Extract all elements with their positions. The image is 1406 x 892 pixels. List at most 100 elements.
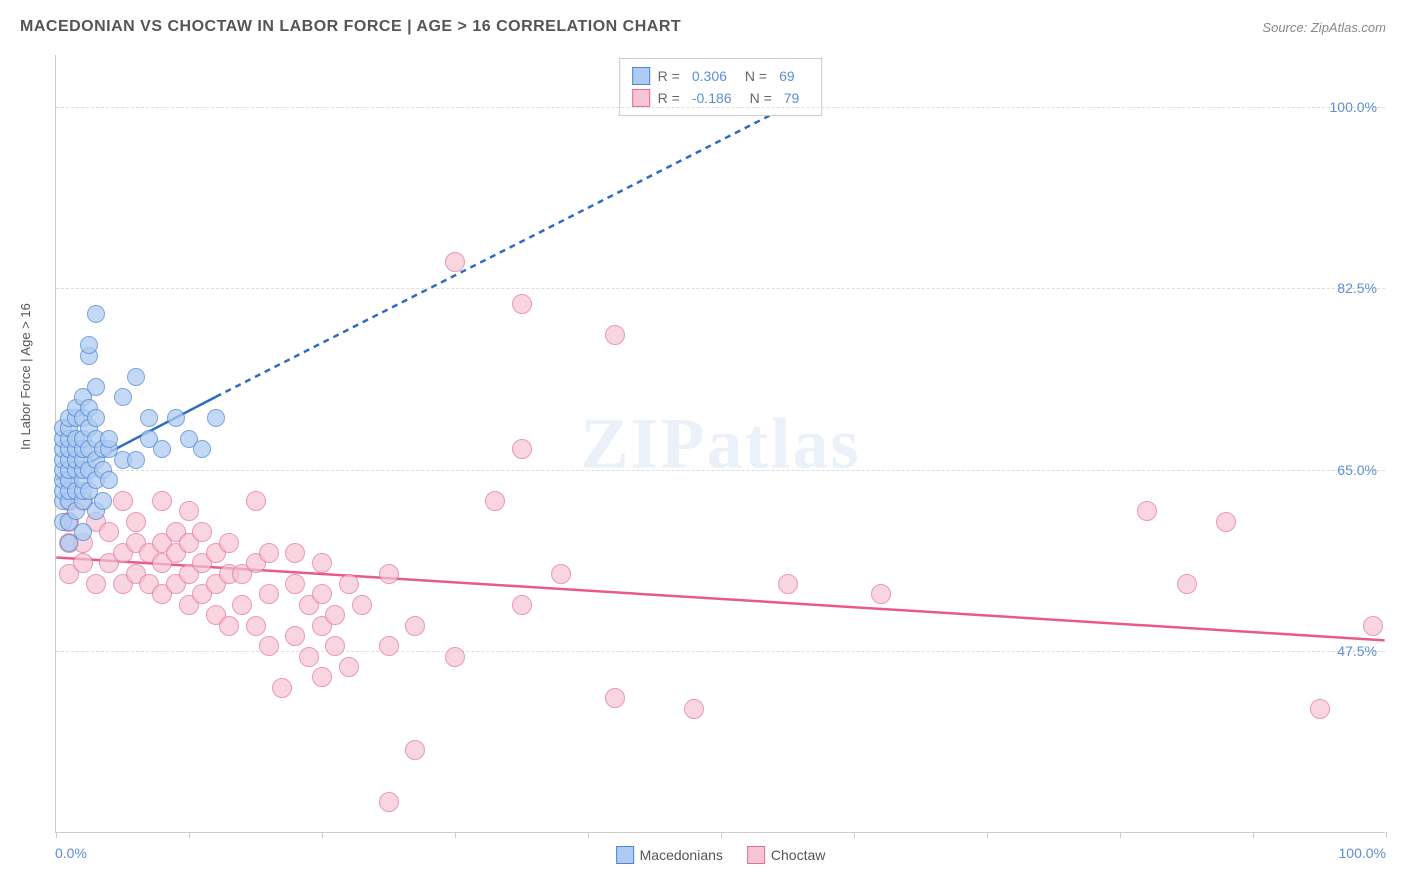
choctaw-point (259, 584, 279, 604)
choctaw-point (285, 626, 305, 646)
choctaw-point (512, 595, 532, 615)
choctaw-point (272, 678, 292, 698)
source-attribution: Source: ZipAtlas.com (1262, 20, 1386, 35)
gridline (56, 470, 1385, 471)
choctaw-point (259, 543, 279, 563)
y-tick-label: 47.5% (1337, 643, 1377, 659)
choctaw-point (1137, 501, 1157, 521)
choctaw-point (299, 647, 319, 667)
choctaw-point (512, 294, 532, 314)
x-tick-mark (1253, 832, 1254, 838)
choctaw-point (312, 584, 332, 604)
choctaw-point (113, 491, 133, 511)
macedonians-point (127, 451, 145, 469)
choctaw-point (379, 564, 399, 584)
series-legend-item: Choctaw (747, 846, 825, 864)
choctaw-point (232, 595, 252, 615)
series-legend-item: Macedonians (616, 846, 723, 864)
trend-line (216, 107, 787, 397)
choctaw-point (339, 574, 359, 594)
x-tick-mark (721, 832, 722, 838)
x-tick-mark (56, 832, 57, 838)
choctaw-point (179, 501, 199, 521)
series-legend: Macedonians Choctaw (616, 846, 826, 864)
choctaw-point (445, 647, 465, 667)
choctaw-point (312, 667, 332, 687)
choctaw-point (1310, 699, 1330, 719)
choctaw-point (445, 252, 465, 272)
gridline (56, 651, 1385, 652)
series-legend-label: Macedonians (640, 847, 723, 863)
legend-swatch-icon (616, 846, 634, 864)
choctaw-point (312, 553, 332, 573)
macedonians-point (127, 368, 145, 386)
macedonians-point (167, 409, 185, 427)
macedonians-point (153, 440, 171, 458)
y-tick-label: 82.5% (1337, 280, 1377, 296)
choctaw-point (126, 512, 146, 532)
choctaw-point (379, 636, 399, 656)
choctaw-point (219, 616, 239, 636)
choctaw-point (778, 574, 798, 594)
choctaw-point (871, 584, 891, 604)
n-label: N = (750, 90, 772, 106)
choctaw-point (325, 636, 345, 656)
choctaw-point (99, 522, 119, 542)
choctaw-point (246, 491, 266, 511)
choctaw-point (246, 616, 266, 636)
choctaw-point (259, 636, 279, 656)
x-tick-mark (1386, 832, 1387, 838)
r-label: R = (658, 90, 680, 106)
correlation-legend-row: R =-0.186N =79 (632, 87, 810, 109)
chart-title: MACEDONIAN VS CHOCTAW IN LABOR FORCE | A… (20, 18, 681, 36)
gridline (56, 107, 1385, 108)
choctaw-point (405, 616, 425, 636)
macedonians-point (100, 471, 118, 489)
choctaw-point (551, 564, 571, 584)
x-tick-mark (854, 832, 855, 838)
r-value: 0.306 (692, 68, 727, 84)
watermark: ZIPatlas (580, 402, 860, 485)
y-axis-label: In Labor Force | Age > 16 (18, 303, 33, 450)
legend-swatch-icon (632, 67, 650, 85)
choctaw-point (605, 325, 625, 345)
source-name: ZipAtlas.com (1311, 20, 1386, 35)
choctaw-point (405, 740, 425, 760)
x-tick-mark (588, 832, 589, 838)
choctaw-point (352, 595, 372, 615)
choctaw-point (285, 574, 305, 594)
choctaw-point (1363, 616, 1383, 636)
choctaw-point (605, 688, 625, 708)
macedonians-point (94, 492, 112, 510)
choctaw-point (325, 605, 345, 625)
choctaw-point (485, 491, 505, 511)
macedonians-point (193, 440, 211, 458)
macedonians-point (87, 378, 105, 396)
x-tick-mark (322, 832, 323, 838)
x-tick-mark (189, 832, 190, 838)
choctaw-point (684, 699, 704, 719)
macedonians-point (100, 430, 118, 448)
trend-lines-layer (56, 55, 1385, 832)
y-tick-label: 100.0% (1330, 99, 1377, 115)
macedonians-point (87, 305, 105, 323)
n-label: N = (745, 68, 767, 84)
choctaw-point (1216, 512, 1236, 532)
macedonians-point (207, 409, 225, 427)
x-axis-max-label: 100.0% (1339, 845, 1386, 861)
legend-swatch-icon (747, 846, 765, 864)
x-tick-mark (1120, 832, 1121, 838)
x-tick-mark (455, 832, 456, 838)
y-tick-label: 65.0% (1337, 462, 1377, 478)
title-bar: MACEDONIAN VS CHOCTAW IN LABOR FORCE | A… (20, 18, 1386, 36)
macedonians-point (114, 388, 132, 406)
n-value: 69 (779, 68, 795, 84)
n-value: 79 (784, 90, 800, 106)
choctaw-point (152, 491, 172, 511)
x-tick-mark (987, 832, 988, 838)
x-axis-min-label: 0.0% (55, 845, 87, 861)
series-legend-label: Choctaw (771, 847, 825, 863)
choctaw-point (219, 533, 239, 553)
choctaw-point (339, 657, 359, 677)
choctaw-point (192, 522, 212, 542)
